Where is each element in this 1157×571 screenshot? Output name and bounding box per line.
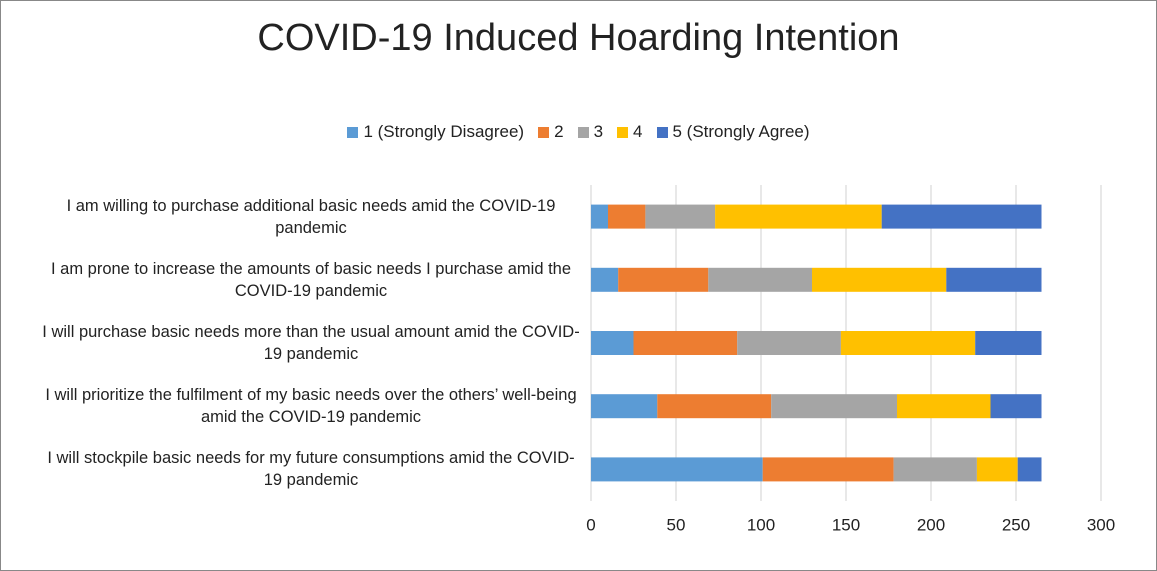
category-label: I will stockpile basic needs for my futu… (47, 449, 575, 490)
bar-segment (715, 204, 882, 229)
bar-segment (893, 457, 977, 482)
bar-segment (990, 394, 1042, 419)
bar-segment (657, 394, 772, 419)
legend: 1 (Strongly Disagree) 2 3 4 5 (Strongly Agre… (1, 122, 1156, 142)
bar-segment (591, 204, 608, 229)
bar-segment (1017, 457, 1042, 482)
bar-segment (897, 394, 991, 419)
legend-item: 3 (577, 122, 604, 142)
legend-swatch (347, 126, 359, 138)
bar-segment (591, 267, 619, 292)
bar-segment (645, 204, 716, 229)
category-label: I will purchase basic needs more than th… (42, 323, 580, 363)
bar-segment (840, 331, 976, 355)
category-label: I will prioritize the fulfilment of my b… (45, 386, 577, 427)
bar-segment (975, 331, 1042, 355)
bar-segment (737, 331, 841, 355)
legend-item: 1 (Strongly Disagree) (347, 122, 524, 142)
category-label: I am prone to increase the amounts of ba… (50, 259, 572, 300)
bar-segment (762, 457, 894, 482)
legend-item: 2 (538, 122, 564, 142)
legend-item: 5 (Strongly Agree) (656, 122, 810, 142)
x-tick-label: 250 (1002, 515, 1030, 534)
legend-label: 2 (554, 122, 564, 141)
bar-segment (771, 394, 897, 419)
bar-segment (633, 331, 738, 355)
bar-segment (976, 457, 1018, 482)
bar-segment (591, 457, 763, 482)
legend-label: 5 (Strongly Agree) (672, 122, 810, 141)
bar-segment (608, 204, 646, 229)
legend-swatch (656, 126, 668, 138)
legend-swatch (538, 126, 550, 138)
legend-label: 1 (Strongly Disagree) (363, 122, 525, 141)
bar-segment (708, 267, 812, 292)
legend-label: 3 (593, 122, 604, 141)
bar-segment (881, 204, 1042, 229)
x-tick-label: 0 (586, 515, 595, 534)
x-tick-label: 300 (1087, 515, 1115, 534)
x-tick-label: 100 (747, 515, 775, 534)
legend-swatch (577, 126, 589, 138)
bar-segment (591, 331, 634, 355)
chart-title: COVID-19 Induced Hoarding Intention (257, 17, 900, 59)
legend-item: 4 (617, 122, 643, 142)
bar-segment (591, 394, 658, 419)
legend-swatch (617, 126, 629, 138)
x-tick-label: 150 (832, 515, 860, 534)
x-tick-label: 200 (917, 515, 945, 534)
x-tick-label: 50 (667, 515, 686, 534)
legend-label: 4 (633, 122, 643, 141)
bar-segment (812, 267, 947, 292)
bar-segment (618, 267, 709, 292)
category-label: I am willing to purchase additional basi… (66, 196, 556, 237)
bar-segment (946, 267, 1042, 292)
